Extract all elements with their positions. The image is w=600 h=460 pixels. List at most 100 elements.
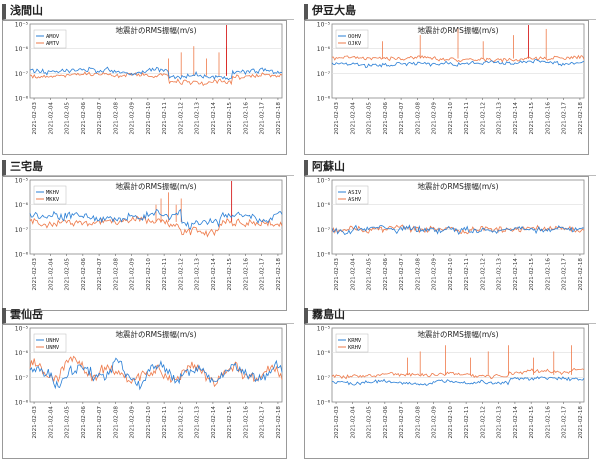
x-tick-label: 2021-02-07 xyxy=(97,406,103,439)
x-tick-label: 2021-02-04 xyxy=(350,258,356,291)
station-name: 雲仙岳 xyxy=(10,308,43,321)
x-tick-label: 2021-02-16 xyxy=(545,258,551,291)
station-name: 阿蘇山 xyxy=(312,160,345,173)
chart-svg: 地震計のRMS振幅(m/s) 10⁻⁵ 10⁻⁶ 10⁻⁷ 10⁻⁸2021-02-03… xyxy=(304,324,589,459)
x-tick-label: 2021-02-09 xyxy=(432,258,438,291)
x-tick-label: 2021-02-15 xyxy=(227,102,233,135)
y-tick-label: 10⁻⁷ xyxy=(15,227,29,234)
x-tick-label: 2021-02-12 xyxy=(178,406,184,439)
x-tick-label: 2021-02-15 xyxy=(529,102,535,135)
legend-label: UNHV xyxy=(46,338,60,344)
x-tick-label: 2021-02-06 xyxy=(81,258,87,291)
legend-label: OJKV xyxy=(348,41,362,47)
x-tick-label: 2021-02-05 xyxy=(65,406,71,439)
x-tick-label: 2021-02-10 xyxy=(146,258,152,291)
series-line-amov xyxy=(29,66,283,81)
x-tick-label: 2021-02-10 xyxy=(146,102,152,135)
x-tick-label: 2021-02-08 xyxy=(113,406,119,439)
x-tick-label: 2021-02-03 xyxy=(32,258,38,291)
x-tick-label: 2021-02-13 xyxy=(497,258,503,291)
x-tick-label: 2021-02-16 xyxy=(545,406,551,439)
x-tick-label: 2021-02-10 xyxy=(146,406,152,439)
y-tick-label: 10⁻⁸ xyxy=(15,96,29,103)
x-tick-label: 2021-02-10 xyxy=(448,258,454,291)
x-tick-label: 2021-02-11 xyxy=(464,406,470,439)
chart-title: 地震計のRMS振幅(m/s) xyxy=(115,329,196,339)
x-tick-label: 2021-02-06 xyxy=(383,258,389,291)
plot-area xyxy=(29,23,283,99)
x-tick-label: 2021-02-07 xyxy=(97,102,103,135)
x-tick-label: 2021-02-08 xyxy=(113,258,119,291)
plot-area xyxy=(331,327,585,403)
y-tick-label: 10⁻⁸ xyxy=(317,252,331,259)
x-tick-label: 2021-02-05 xyxy=(367,102,373,135)
x-tick-label: 2021-02-08 xyxy=(415,258,421,291)
x-tick-label: 2021-02-17 xyxy=(562,406,568,439)
y-tick-label: 10⁻⁸ xyxy=(317,400,331,407)
x-tick-label: 2021-02-14 xyxy=(211,406,217,439)
x-tick-label: 2021-02-11 xyxy=(464,102,470,135)
x-tick-label: 2021-02-03 xyxy=(32,406,38,439)
panel-aso: 阿蘇山 地震計のRMS振幅(m/s) 10⁻⁵ 10⁻⁶ 10⁻⁷ 10⁻⁸ 2021-0… xyxy=(304,158,598,312)
station-name: 伊豆大島 xyxy=(312,4,356,17)
y-tick-label: 10⁻⁷ xyxy=(317,71,331,78)
x-tick-label: 2021-02-13 xyxy=(497,406,503,439)
x-tick-label: 2021-02-07 xyxy=(399,258,405,291)
x-tick-label: 2021-02-05 xyxy=(65,102,71,135)
y-tick-label: 10⁻⁸ xyxy=(15,252,29,259)
panel-miyakejima: 三宅島 地震計のRMS振幅(m/s) 10⁻⁵ 10⁻⁶ 10⁻⁷ 10⁻⁸ 2021-0… xyxy=(2,158,296,312)
x-tick-label: 2021-02-05 xyxy=(367,406,373,439)
x-tick-label: 2021-02-03 xyxy=(334,102,340,135)
plot-area xyxy=(331,179,585,255)
x-tick-label: 2021-02-12 xyxy=(178,102,184,135)
station-title: 阿蘇山 xyxy=(304,160,596,176)
x-tick-label: 2021-02-14 xyxy=(513,406,519,439)
y-tick-label: 10⁻⁶ xyxy=(15,202,29,209)
chart-title: 地震計のRMS振幅(m/s) xyxy=(417,181,498,191)
x-tick-label: 2021-02-08 xyxy=(113,102,119,135)
x-tick-label: 2021-02-06 xyxy=(81,102,87,135)
x-tick-label: 2021-02-15 xyxy=(529,406,535,439)
x-tick-label: 2021-02-18 xyxy=(276,258,282,291)
x-tick-label: 2021-02-12 xyxy=(178,258,184,291)
x-tick-label: 2021-02-06 xyxy=(383,102,389,135)
legend-label: MKKV xyxy=(46,197,60,203)
legend-label: KRHV xyxy=(348,345,362,351)
x-tick-label: 2021-02-07 xyxy=(399,406,405,439)
x-tick-label: 2021-02-08 xyxy=(415,406,421,439)
x-tick-label: 2021-02-15 xyxy=(227,258,233,291)
x-tick-label: 2021-02-04 xyxy=(350,102,356,135)
panel-unzen: 雲仙岳 地震計のRMS振幅(m/s) 10⁻⁵ 10⁻⁶ 10⁻⁷ 10⁻⁸ 2021-0… xyxy=(2,306,296,460)
x-tick-label: 2021-02-13 xyxy=(497,102,503,135)
x-tick-label: 2021-02-06 xyxy=(383,406,389,439)
x-tick-label: 2021-02-16 xyxy=(243,102,249,135)
x-tick-label: 2021-02-14 xyxy=(513,258,519,291)
x-tick-label: 2021-02-18 xyxy=(578,258,584,291)
legend-label: AMTV xyxy=(46,41,60,47)
station-title: 伊豆大島 xyxy=(304,4,596,20)
x-tick-label: 2021-02-13 xyxy=(195,102,201,135)
series-line-mkhv xyxy=(29,208,283,230)
y-tick-label: 10⁻⁶ xyxy=(317,202,331,209)
station-title: 浅間山 xyxy=(2,4,294,20)
x-tick-label: 2021-02-11 xyxy=(162,258,168,291)
x-tick-label: 2021-02-10 xyxy=(448,406,454,439)
x-tick-label: 2021-02-11 xyxy=(162,406,168,439)
x-tick-label: 2021-02-09 xyxy=(432,102,438,135)
x-tick-label: 2021-02-13 xyxy=(195,406,201,439)
chart-title: 地震計のRMS振幅(m/s) xyxy=(417,329,498,339)
x-tick-label: 2021-02-18 xyxy=(578,406,584,439)
y-tick-label: 10⁻⁵ xyxy=(15,22,29,29)
y-tick-label: 10⁻⁵ xyxy=(317,326,331,333)
x-tick-label: 2021-02-17 xyxy=(260,406,266,439)
plot-area xyxy=(29,327,283,403)
station-name: 三宅島 xyxy=(10,160,43,173)
x-tick-label: 2021-02-05 xyxy=(367,258,373,291)
x-tick-label: 2021-02-17 xyxy=(562,258,568,291)
x-tick-label: 2021-02-05 xyxy=(65,258,71,291)
y-tick-label: 10⁻⁸ xyxy=(15,400,29,407)
x-tick-label: 2021-02-17 xyxy=(260,102,266,135)
x-tick-label: 2021-02-11 xyxy=(162,102,168,135)
x-tick-label: 2021-02-07 xyxy=(399,102,405,135)
series-line-ojkv xyxy=(331,54,585,63)
